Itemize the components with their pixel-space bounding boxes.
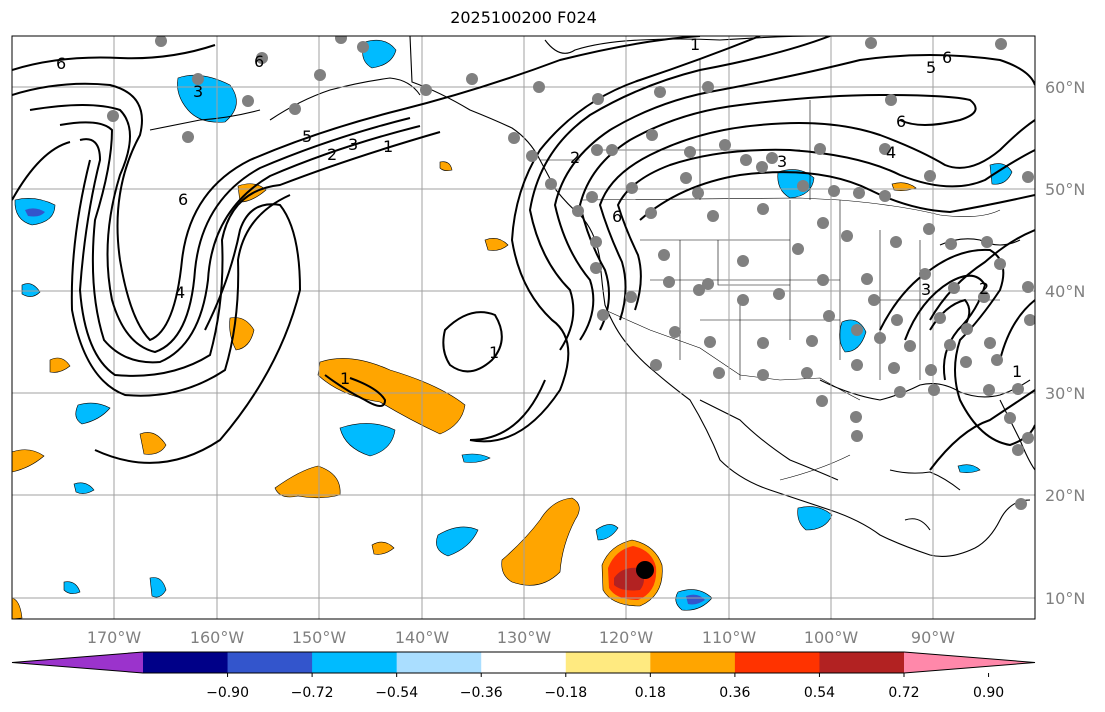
colorbar-segment bbox=[904, 652, 1035, 673]
contour-labels: 6 6 3 5 3 2 1 6 4 1 1 1 2 6 3 5 6 6 4 3 … bbox=[56, 35, 1022, 388]
contour-label: 1 bbox=[1012, 362, 1022, 381]
contour-label: 6 bbox=[178, 190, 188, 209]
anomaly-patch bbox=[362, 39, 397, 69]
anomaly-patch bbox=[797, 506, 833, 531]
coastlines bbox=[149, 36, 1035, 557]
colorbar-tick-label: −0.36 bbox=[460, 685, 503, 701]
contour-label: 1 bbox=[489, 343, 499, 362]
contour-label: 4 bbox=[886, 143, 896, 162]
anomaly-patch bbox=[686, 594, 705, 605]
colorbar: −0.90 −0.72 −0.54 −0.36 −0.18 0.18 0.36 0.54 0.7… bbox=[11, 651, 1036, 701]
colorbar-tick-label: 0.72 bbox=[888, 685, 919, 701]
contour-label: 2 bbox=[327, 145, 337, 164]
anomaly-patch bbox=[461, 453, 491, 463]
colorbar-segment bbox=[481, 652, 567, 673]
contour-label: 1 bbox=[690, 35, 700, 54]
anomaly-patch bbox=[989, 163, 1013, 185]
anomaly-patch bbox=[25, 208, 45, 217]
lat-label: 50°N bbox=[1045, 180, 1085, 199]
colorbar-tick-label: −0.72 bbox=[291, 685, 334, 701]
anomaly-patch bbox=[63, 581, 81, 594]
colorbar-segment bbox=[734, 652, 820, 673]
anomaly-patch bbox=[614, 567, 644, 591]
anomaly-patch bbox=[317, 358, 466, 435]
lon-label: 90°W bbox=[911, 628, 955, 647]
anomaly-patch bbox=[439, 161, 453, 171]
colorbar-tick-label: 0.54 bbox=[804, 685, 835, 701]
contour-label: 5 bbox=[926, 58, 936, 77]
colorbar-segment bbox=[819, 652, 905, 673]
anomaly-patch bbox=[149, 577, 167, 598]
contour-label: 6 bbox=[612, 207, 622, 226]
lon-label: 110°W bbox=[702, 628, 757, 647]
lon-label: 100°W bbox=[804, 628, 859, 647]
political-borders bbox=[540, 60, 1001, 481]
colorbar-segment bbox=[565, 652, 651, 673]
contour-label: 1 bbox=[383, 137, 393, 156]
colorbar-tick-label: −0.54 bbox=[375, 685, 418, 701]
colorbar-segment bbox=[396, 652, 482, 673]
anomaly-patch bbox=[371, 541, 395, 555]
colorbar-tick-label: 0.90 bbox=[973, 685, 1004, 701]
contour-label: 2 bbox=[570, 148, 580, 167]
colorbar-tick-label: −0.90 bbox=[206, 685, 249, 701]
contour-label: 5 bbox=[302, 127, 312, 146]
lat-label: 30°N bbox=[1045, 384, 1085, 403]
anomaly-patch bbox=[339, 423, 396, 457]
colorbar-segment bbox=[312, 652, 398, 673]
lat-label: 60°N bbox=[1045, 78, 1085, 97]
anomaly-patch bbox=[21, 283, 41, 297]
colorbar-tick-label: −0.18 bbox=[544, 685, 587, 701]
contour-label: 6 bbox=[942, 48, 952, 67]
contour-label: 6 bbox=[254, 52, 264, 71]
anomaly-patch bbox=[436, 526, 479, 557]
anomaly-patch bbox=[75, 402, 111, 425]
colorbar-segment bbox=[650, 652, 736, 673]
contour-label: 3 bbox=[921, 280, 931, 299]
lon-label: 140°W bbox=[395, 628, 450, 647]
latitude-labels: 60°N 50°N 40°N 30°N 20°N 10°N bbox=[1045, 78, 1085, 608]
anomaly-patch bbox=[595, 524, 619, 541]
anomaly-patch bbox=[73, 482, 95, 494]
lon-label: 120°W bbox=[599, 628, 654, 647]
map-title: 2025100200 F024 bbox=[450, 8, 597, 27]
colorbar-segment bbox=[227, 652, 313, 673]
lat-label: 40°N bbox=[1045, 282, 1085, 301]
contour-label: 3 bbox=[777, 152, 787, 171]
colorbar-segment bbox=[12, 652, 143, 673]
anomaly-patch bbox=[12, 449, 45, 473]
colorbar-segment bbox=[143, 652, 229, 673]
lon-label: 150°W bbox=[292, 628, 347, 647]
lat-label: 20°N bbox=[1045, 486, 1085, 505]
storm-center-marker bbox=[636, 561, 654, 579]
anomaly-patch bbox=[957, 464, 981, 473]
lon-label: 130°W bbox=[497, 628, 552, 647]
colorbar-tick-label: 0.36 bbox=[719, 685, 750, 701]
lon-label: 160°W bbox=[190, 628, 245, 647]
anomaly-patch bbox=[12, 597, 23, 619]
contour-label: 6 bbox=[56, 54, 66, 73]
lat-label: 10°N bbox=[1045, 589, 1085, 608]
anomaly-patch bbox=[501, 497, 580, 586]
longitude-labels: 170°W 160°W 150°W 140°W 130°W 120°W 110°… bbox=[87, 628, 955, 647]
contour-label: 6 bbox=[896, 112, 906, 131]
colorbar-tick-label: 0.18 bbox=[635, 685, 666, 701]
anomaly-patch bbox=[484, 238, 509, 251]
map-frame bbox=[11, 35, 1036, 620]
contour-label: 2 bbox=[979, 279, 989, 298]
colorbar-outline bbox=[11, 651, 1036, 674]
lon-label: 170°W bbox=[87, 628, 142, 647]
contour-label: 3 bbox=[348, 135, 358, 154]
contour-label: 3 bbox=[193, 82, 203, 101]
anomaly-patch bbox=[229, 317, 255, 351]
anomaly-patch bbox=[139, 432, 167, 455]
anomaly-patch bbox=[49, 357, 71, 373]
contour-label: 4 bbox=[175, 283, 185, 302]
stations bbox=[107, 36, 1035, 510]
contour-label: 1 bbox=[340, 369, 350, 388]
